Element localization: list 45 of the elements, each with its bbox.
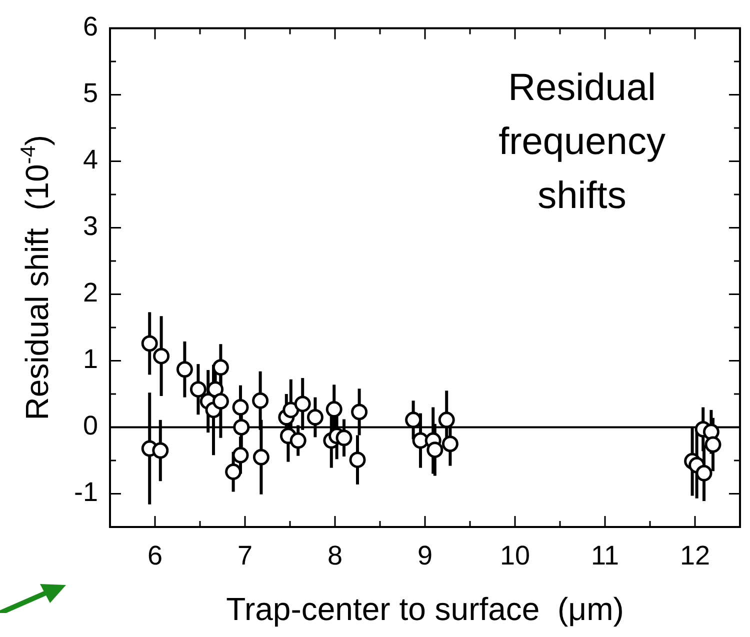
point (702, 424, 720, 440)
y-tick-label: 1 (82, 344, 98, 374)
point (696, 464, 712, 482)
point (225, 464, 242, 480)
point (336, 430, 352, 446)
point (282, 402, 300, 418)
point (232, 399, 249, 416)
point (704, 436, 722, 453)
point (153, 348, 170, 364)
y-axis-title: Residual shift (10-4) (17, 134, 55, 420)
x-tick-label: 8 (327, 540, 343, 571)
x-tick-label: 11 (590, 540, 620, 571)
annotation: Residual frequency shifts (498, 67, 666, 217)
point (232, 446, 249, 464)
point (252, 448, 270, 466)
x-tick-label: 10 (500, 540, 530, 571)
point (438, 412, 455, 428)
y-tick-label: 4 (82, 144, 98, 175)
point (212, 359, 229, 376)
y-tick-label: -1 (74, 477, 98, 508)
point (141, 335, 158, 352)
point (306, 409, 324, 426)
point (190, 381, 206, 398)
x-tick-label: 12 (680, 540, 710, 571)
point (349, 452, 366, 468)
point (176, 361, 193, 378)
point (252, 392, 269, 409)
point (233, 418, 250, 436)
x-tick-label: 7 (237, 540, 253, 571)
point (442, 436, 458, 452)
point (152, 442, 169, 459)
point (212, 393, 229, 410)
y-tick-label: 6 (82, 12, 98, 42)
point (351, 404, 368, 420)
point (294, 396, 311, 412)
x-tick-label: 9 (417, 540, 433, 571)
x-axis-title: Trap-center to surface (μm) (226, 591, 624, 627)
point (426, 442, 444, 458)
y-tick-label: 5 (82, 78, 98, 108)
y-tick-label: 2 (82, 278, 98, 308)
point (326, 401, 342, 418)
point (290, 432, 306, 449)
y-tick-label: 0 (82, 410, 98, 441)
x-tick-label: 6 (147, 540, 163, 571)
y-tick-label: 3 (82, 211, 98, 242)
